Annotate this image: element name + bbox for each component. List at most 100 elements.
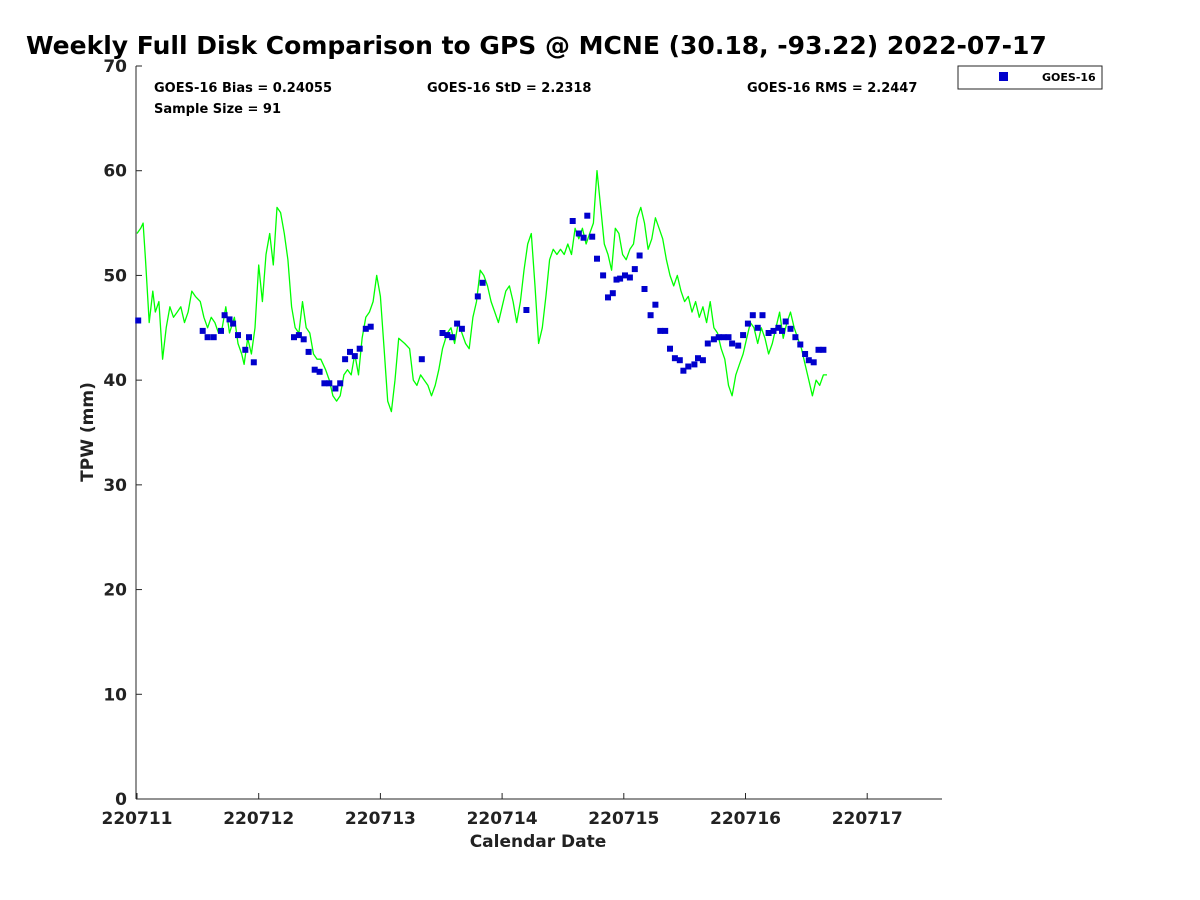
sample-size-stat: Sample Size = 91 xyxy=(154,102,281,117)
goes-16-point xyxy=(454,320,461,327)
goes-16-point xyxy=(695,355,701,362)
y-tick-label: 20 xyxy=(103,581,127,601)
x-tick-label: 220717 xyxy=(832,809,903,829)
goes-16-point xyxy=(613,276,620,283)
goes-16-point xyxy=(775,324,782,331)
goes-16-point xyxy=(439,330,446,336)
goes-16-point xyxy=(792,334,799,341)
chart-title: Weekly Full Disk Comparison to GPS @ MCN… xyxy=(26,31,1047,60)
goes-16-point xyxy=(250,359,257,366)
goes-16-point xyxy=(691,361,698,368)
goes-16-point xyxy=(671,355,678,362)
goes-16-point xyxy=(779,327,785,334)
goes-16-point xyxy=(805,357,812,364)
goes-16-point xyxy=(782,318,789,325)
goes-16-point xyxy=(300,336,307,343)
goes-16-point xyxy=(715,334,722,341)
goes-16-point xyxy=(295,332,302,339)
goes-16-point xyxy=(418,356,425,363)
goes-16-point xyxy=(720,334,727,341)
goes-16-point xyxy=(449,334,456,341)
y-tick-label: 30 xyxy=(103,476,127,496)
goes-16-point xyxy=(246,334,252,341)
y-tick-label: 10 xyxy=(103,685,127,705)
goes-16-point xyxy=(367,323,374,330)
goes-16-point xyxy=(523,307,530,313)
goes-16-point xyxy=(647,312,654,319)
legend-box xyxy=(957,65,1103,90)
goes-16-point xyxy=(347,348,353,355)
x-tick-label: 220716 xyxy=(710,809,781,829)
goes-series xyxy=(135,212,827,392)
goes-16-point xyxy=(356,345,363,352)
goes-16-point xyxy=(685,363,692,370)
goes-16-point xyxy=(342,356,349,363)
goes-16-point xyxy=(652,301,659,308)
goes-16-point xyxy=(815,346,822,353)
goes-16-point xyxy=(797,341,804,348)
goes-16-point xyxy=(725,334,732,341)
goes-16-point xyxy=(641,286,648,292)
goes-16-point xyxy=(199,327,206,334)
goes-16-point xyxy=(802,351,809,357)
goes-16-point xyxy=(351,353,358,360)
goes-16-point xyxy=(221,312,228,319)
goes-16-point xyxy=(770,327,777,334)
goes-16-point xyxy=(729,340,736,347)
goes-16-point xyxy=(735,342,742,349)
goes-16-point xyxy=(321,380,328,387)
bias-stat: GOES-16 Bias = 0.24055 xyxy=(154,81,332,96)
goes-16-point xyxy=(594,255,600,262)
rms-stat: GOES-16 RMS = 2.2447 xyxy=(747,81,917,96)
goes-16-point xyxy=(744,320,751,327)
goes-16-point xyxy=(575,230,582,237)
goes-16-point xyxy=(230,320,237,327)
legend-marker-goes-16 xyxy=(999,72,1008,81)
goes-16-point xyxy=(580,234,587,241)
goes-16-point xyxy=(458,325,465,332)
goes-16-point xyxy=(622,272,628,279)
goes-16-point xyxy=(584,212,591,219)
goes-16-point xyxy=(226,316,233,323)
goes-16-point xyxy=(657,327,664,334)
goes-16-point xyxy=(242,346,249,353)
goes-16-point xyxy=(662,327,669,334)
goes-16-point xyxy=(305,348,312,355)
y-tick-label: 0 xyxy=(115,790,127,810)
goes-16-point xyxy=(332,385,339,392)
goes-16-point xyxy=(759,312,766,319)
goes-16-point xyxy=(210,334,217,341)
goes-16-point xyxy=(362,325,369,332)
goes-16-point xyxy=(699,357,706,364)
goes-16-point xyxy=(676,357,683,364)
goes-16-point xyxy=(204,334,211,341)
y-tick-label: 70 xyxy=(103,57,127,77)
goes-16-point xyxy=(600,272,607,279)
goes-16-point xyxy=(631,266,638,273)
x-axis-label: Calendar Date xyxy=(470,832,607,852)
goes-16-point xyxy=(479,279,486,286)
goes-16-point xyxy=(740,332,747,339)
x-tick-label: 220715 xyxy=(588,809,659,829)
goes-16-point xyxy=(617,275,624,282)
axes xyxy=(135,66,942,800)
legend: GOES-16 xyxy=(957,65,1103,90)
goes-16-point xyxy=(444,332,451,339)
x-ticks: 220711 220712 220713 220714 220715 220716 2207… xyxy=(102,793,903,829)
goes-16-point xyxy=(680,367,687,374)
goes-16-point xyxy=(474,293,481,300)
goes-16-point xyxy=(626,274,633,281)
y-tick-label: 60 xyxy=(103,162,127,182)
goes-16-point xyxy=(589,233,596,240)
goes-16-point xyxy=(754,324,761,331)
goes-16-point xyxy=(765,330,772,336)
goes-16-point xyxy=(291,334,297,341)
goes-16-point xyxy=(218,327,224,334)
goes-16-point xyxy=(311,366,318,373)
goes-16-point xyxy=(235,332,241,339)
goes-16-point xyxy=(609,290,616,297)
x-tick-label: 220714 xyxy=(467,809,538,829)
y-ticks: 0 10 20 30 40 50 60 70 xyxy=(103,57,142,810)
goes-16-point xyxy=(337,380,344,387)
goes-16-point xyxy=(810,359,817,366)
